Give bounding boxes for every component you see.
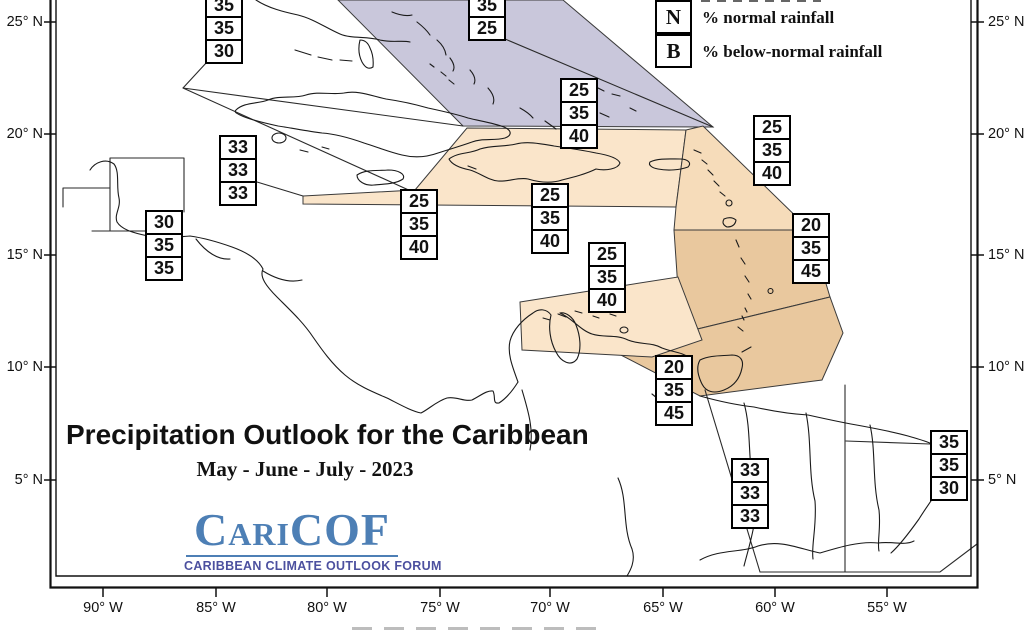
forecast-value: 35 bbox=[531, 206, 569, 231]
legend-key-b: B bbox=[655, 34, 692, 68]
caricof-logo-underline bbox=[186, 555, 398, 557]
forecast-box-windward-islands: 20 35 45 bbox=[792, 213, 830, 284]
forecast-box-french-guiana: 35 35 30 bbox=[930, 430, 968, 501]
forecast-value: 25 bbox=[588, 242, 626, 267]
forecast-value: 33 bbox=[731, 481, 769, 506]
forecast-box-northwest-bahamas: 35 35 30 bbox=[205, 0, 243, 64]
lat-label-left-15n: 15° N bbox=[6, 247, 43, 263]
forecast-box-central-bahamas: 35 25 bbox=[468, 0, 506, 41]
forecast-box-jamaica: 25 35 40 bbox=[400, 189, 438, 260]
forecast-value: 20 bbox=[655, 355, 693, 380]
forecast-value: 35 bbox=[205, 16, 243, 41]
forecast-value: 33 bbox=[731, 504, 769, 529]
forecast-value: 35 bbox=[205, 0, 243, 18]
forecast-value: 35 bbox=[145, 233, 183, 258]
lat-label-left-25n: 25° N bbox=[6, 14, 43, 30]
lon-label-85w: 85° W bbox=[196, 600, 236, 616]
caricof-logo: CariCOF CARIBBEAN CLIMATE OUTLOOK FORUM bbox=[184, 504, 442, 574]
legend-label-below-normal: % below-normal rainfall bbox=[702, 42, 883, 61]
forecast-value: 35 bbox=[753, 138, 791, 163]
lon-label-55w: 55° W bbox=[867, 600, 907, 616]
forecast-value: 30 bbox=[930, 476, 968, 501]
forecast-value: 30 bbox=[205, 39, 243, 64]
forecast-value: 25 bbox=[753, 115, 791, 140]
forecast-box-abc-islands: 25 35 40 bbox=[588, 242, 626, 313]
caricof-logo-tagline: CARIBBEAN CLIMATE OUTLOOK FORUM bbox=[184, 559, 442, 573]
forecast-box-leeward-islands: 25 35 40 bbox=[753, 115, 791, 186]
forecast-value: 40 bbox=[560, 124, 598, 149]
forecast-value: 33 bbox=[219, 181, 257, 206]
forecast-value: 25 bbox=[531, 183, 569, 208]
forecast-value: 33 bbox=[219, 135, 257, 160]
forecast-value: 25 bbox=[560, 78, 598, 103]
forecast-box-belize: 30 35 35 bbox=[145, 210, 183, 281]
lat-label-left-5n: 5° N bbox=[14, 472, 43, 488]
forecast-value: 35 bbox=[400, 212, 438, 237]
forecast-box-guyana: 33 33 33 bbox=[731, 458, 769, 529]
lat-label-right-10n: 10° N bbox=[988, 359, 1025, 375]
forecast-value: 33 bbox=[731, 458, 769, 483]
map-period-subtitle: May - June - July - 2023 bbox=[196, 457, 414, 481]
forecast-value: 35 bbox=[145, 256, 183, 281]
lon-label-80w: 80° W bbox=[307, 600, 347, 616]
lat-label-right-20n: 20° N bbox=[988, 126, 1025, 142]
lat-label-left-20n: 20° N bbox=[6, 126, 43, 142]
lat-label-right-5n: 5° N bbox=[988, 472, 1017, 488]
forecast-value: 25 bbox=[400, 189, 438, 214]
region-boundary-lines bbox=[62, 38, 978, 573]
forecast-value: 35 bbox=[560, 101, 598, 126]
lon-label-90w: 90° W bbox=[83, 600, 123, 616]
legend-row-normal: N % normal rainfall bbox=[655, 0, 882, 35]
forecast-value: 35 bbox=[792, 236, 830, 261]
forecast-value: 40 bbox=[588, 288, 626, 313]
forecast-box-hispaniola: 25 35 40 bbox=[560, 78, 598, 149]
lon-label-60w: 60° W bbox=[755, 600, 795, 616]
forecast-value: 40 bbox=[400, 235, 438, 260]
lat-label-right-15n: 15° N bbox=[988, 247, 1025, 263]
forecast-value: 35 bbox=[588, 265, 626, 290]
forecast-value: 45 bbox=[655, 401, 693, 426]
forecast-box-puerto-rico: 25 35 40 bbox=[531, 183, 569, 254]
map-title: Precipitation Outlook for the Caribbean bbox=[66, 419, 589, 450]
clipped-caption-sliver bbox=[352, 627, 608, 630]
caricof-logo-wordmark: CariCOF bbox=[194, 504, 390, 555]
forecast-value: 40 bbox=[753, 161, 791, 186]
legend-label-normal: % normal rainfall bbox=[702, 8, 835, 27]
legend: N % normal rainfall B % below-normal rai… bbox=[655, 0, 883, 69]
forecast-value: 35 bbox=[655, 378, 693, 403]
forecast-value: 30 bbox=[145, 210, 183, 235]
lon-label-65w: 65° W bbox=[643, 600, 683, 616]
lat-label-right-25n: 25° N bbox=[988, 14, 1025, 30]
forecast-value: 45 bbox=[792, 259, 830, 284]
forecast-value: 35 bbox=[930, 453, 968, 478]
forecast-value: 33 bbox=[219, 158, 257, 183]
forecast-box-trinidad-tobago: 20 35 45 bbox=[655, 355, 693, 426]
legend-key-n: N bbox=[655, 0, 692, 34]
legend-row-below-normal: B % below-normal rainfall bbox=[655, 34, 883, 69]
region-abc-islands bbox=[519, 276, 703, 358]
axis-ticks bbox=[44, 21, 984, 597]
map-frame bbox=[49, 0, 979, 589]
lon-label-75w: 75° W bbox=[420, 600, 460, 616]
forecast-value: 35 bbox=[930, 430, 968, 455]
lat-label-left-10n: 10° N bbox=[6, 359, 43, 375]
forecast-box-cayman-cuba: 33 33 33 bbox=[219, 135, 257, 206]
forecast-value: 40 bbox=[531, 229, 569, 254]
lon-label-70w: 70° W bbox=[530, 600, 570, 616]
forecast-value: 25 bbox=[468, 16, 506, 41]
forecast-value: 20 bbox=[792, 213, 830, 238]
legend-clipped-text-sliver bbox=[701, 0, 821, 2]
